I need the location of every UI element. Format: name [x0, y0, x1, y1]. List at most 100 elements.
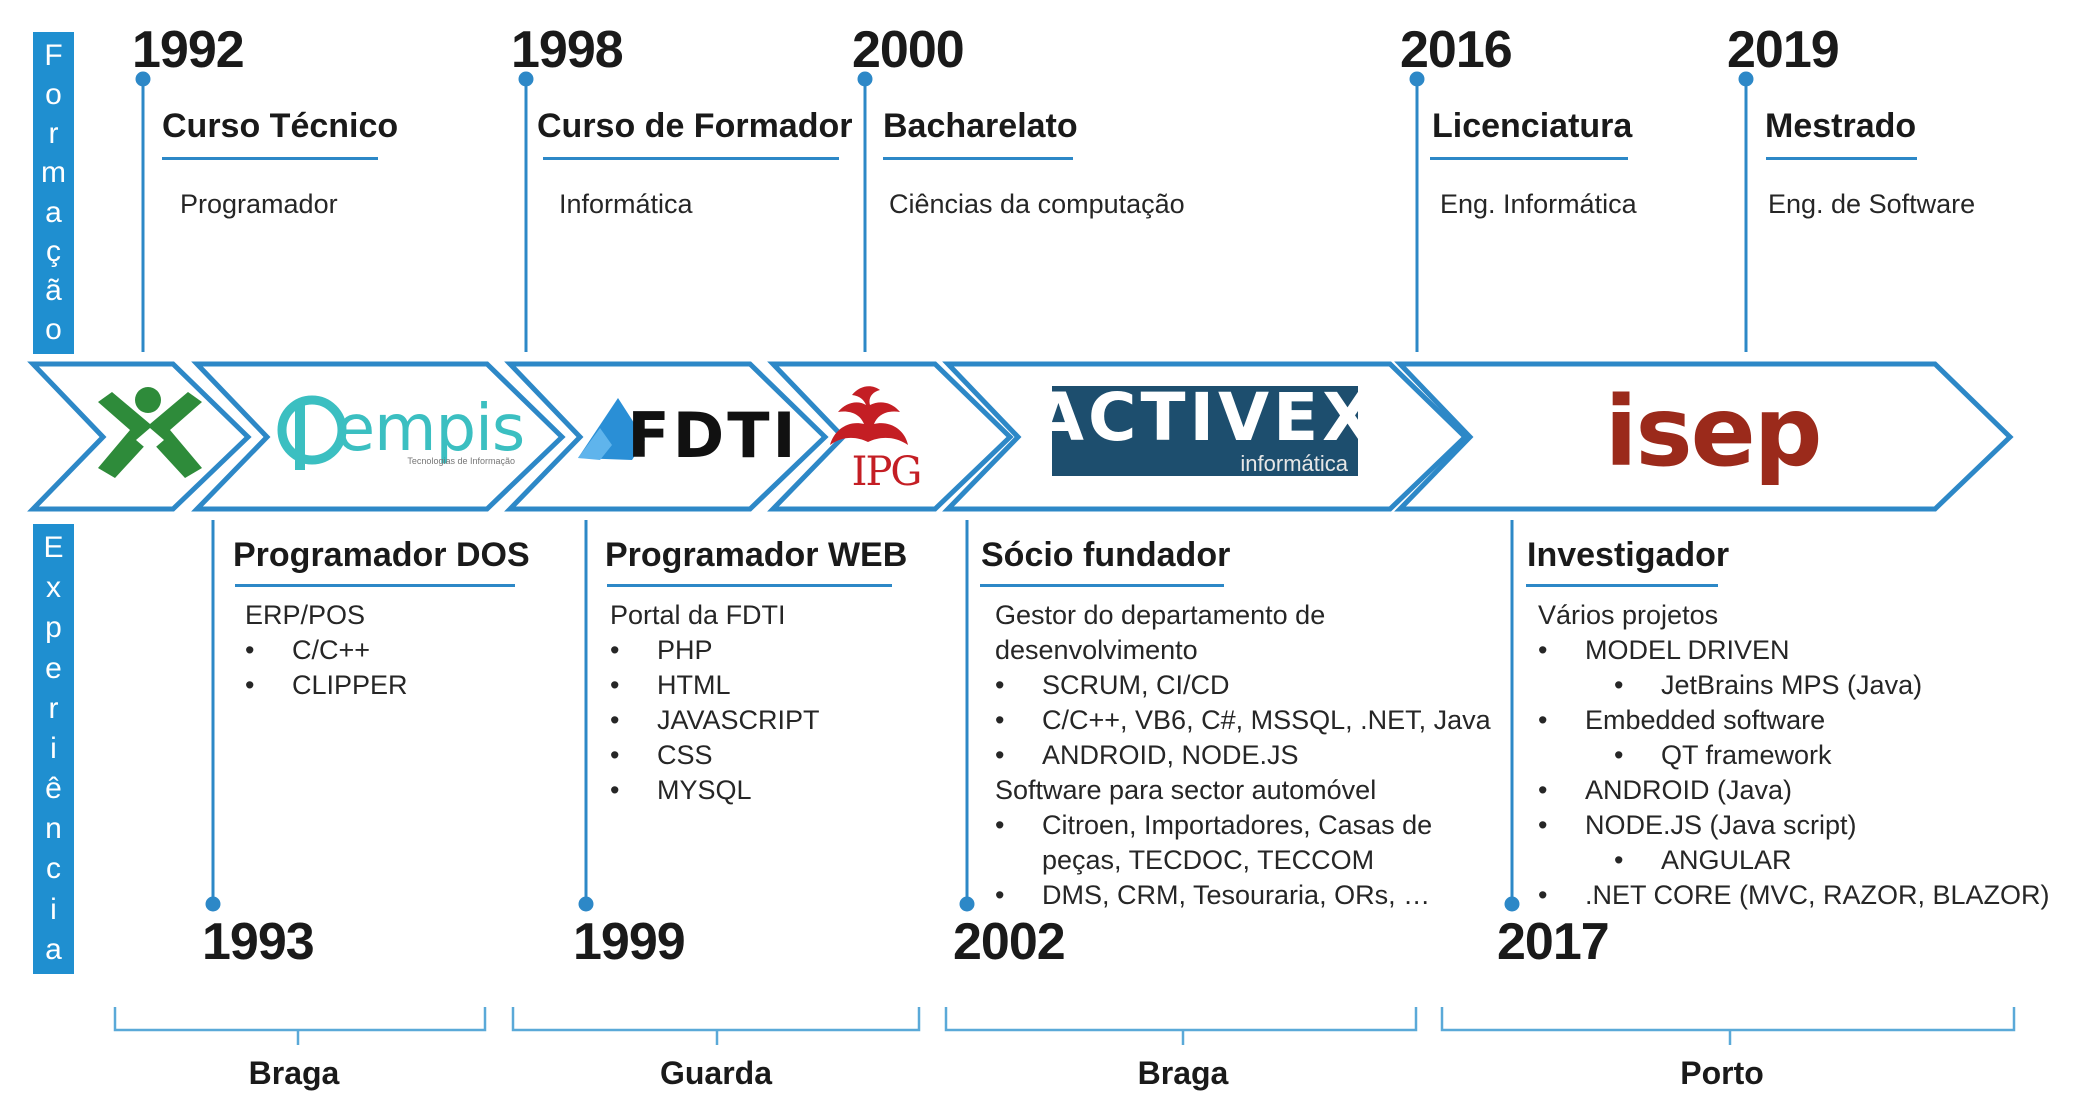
detail-line: desenvolvimento — [995, 633, 1491, 668]
education-subtitle: Informática — [559, 189, 693, 219]
location-label: Guarda — [659, 1055, 773, 1091]
detail-line: Portal da FDTI — [610, 598, 820, 633]
side-label-letter: r — [48, 691, 59, 725]
bullet-icon: • — [610, 705, 620, 735]
detail-text: Citroen, Importadores, Casas de — [1042, 810, 1433, 840]
detail-text: NODE.JS (Java script) — [1585, 810, 1857, 840]
side-label-letter: F — [44, 38, 63, 72]
connector-dot — [518, 71, 534, 87]
title-underline — [235, 584, 515, 587]
side-label-letter: e — [45, 651, 62, 685]
side-label-letter: m — [41, 156, 66, 190]
detail-text: Vários projetos — [1538, 600, 1719, 630]
title-underline — [980, 584, 1224, 587]
detail-line: • DMS, CRM, Tesouraria, ORs, … — [995, 878, 1491, 913]
education-year: 2016 — [1400, 21, 1513, 79]
connector-dot — [1738, 71, 1754, 87]
detail-line: • MODEL DRIVEN — [1538, 633, 2050, 668]
bullet-icon: • — [1614, 670, 1624, 700]
empis-logo-icon — [277, 395, 347, 470]
detail-line: Vários projetos — [1538, 598, 2050, 633]
experience-year: 1993 — [202, 913, 315, 971]
connector-dot — [959, 896, 975, 912]
education-title: Curso Técnico — [162, 107, 399, 145]
side-label-letter: c — [46, 852, 61, 886]
experience-details: Portal da FDTI • PHP • HTML • JAVASCRIPT • CSS • M… — [610, 598, 820, 808]
education-subtitle: Eng. Informática — [1440, 189, 1637, 219]
detail-text: MODEL DRIVEN — [1585, 635, 1790, 665]
bullet-icon: • — [610, 670, 620, 700]
detail-line: • HTML — [610, 668, 820, 703]
education-title: Bacharelato — [883, 107, 1078, 145]
bullet-icon: • — [1538, 880, 1548, 910]
bullet-icon: • — [1538, 775, 1548, 805]
ipg-logo-icon — [830, 386, 908, 445]
side-label-letter: ç — [46, 234, 61, 268]
education-title: Curso de Formador — [537, 107, 853, 145]
side-label-letter: o — [45, 313, 62, 347]
education-year: 1998 — [511, 21, 624, 79]
detail-line: Software para sector automóvel — [995, 773, 1491, 808]
detail-text: .NET CORE (MVC, RAZOR, BLAZOR) — [1585, 880, 2050, 910]
detail-text: ANDROID, NODE.JS — [1042, 740, 1299, 770]
connector-dot — [205, 896, 221, 912]
education-subtitle: Ciências da computação — [889, 189, 1185, 219]
education-title: Mestrado — [1765, 107, 1917, 145]
detail-text: C/C++, VB6, C#, MSSQL, .NET, Java — [1042, 705, 1491, 735]
detail-line: ERP/POS — [245, 598, 408, 633]
detail-line: • JAVASCRIPT — [610, 703, 820, 738]
detail-text: HTML — [657, 670, 731, 700]
isep-logo: isep — [1605, 372, 1823, 492]
bullet-icon: • — [995, 705, 1005, 735]
detail-text: QT framework — [1661, 740, 1832, 770]
bullet-icon: • — [610, 740, 620, 770]
bullet-icon: • — [1538, 635, 1548, 665]
education-year: 2019 — [1727, 21, 1840, 79]
connector-dot — [1409, 71, 1425, 87]
experience-year: 2017 — [1497, 913, 1610, 971]
fdti-logo: FDTI — [627, 399, 795, 472]
connector-dot — [578, 896, 594, 912]
activex-wordmark: ACTIVEX — [1032, 379, 1378, 456]
bracket-braga-1 — [113, 1007, 487, 1045]
experience-year: 2002 — [953, 913, 1066, 971]
location-label: Braga — [1137, 1055, 1229, 1091]
bullet-icon: • — [1614, 845, 1624, 875]
bullet-icon: • — [245, 635, 255, 665]
empis-wordmark: empis — [335, 392, 525, 466]
detail-text: SCRUM, CI/CD — [1042, 670, 1230, 700]
bullet-icon: • — [1614, 740, 1624, 770]
detail-line: • MYSQL — [610, 773, 820, 808]
side-label-letter: r — [48, 117, 59, 151]
detail-text: Portal da FDTI — [610, 600, 786, 630]
experience-year: 1999 — [573, 913, 686, 971]
detail-line: • C/C++, VB6, C#, MSSQL, .NET, Java — [995, 703, 1491, 738]
side-label-letter: x — [46, 571, 61, 605]
detail-line: • ANDROID (Java) — [1538, 773, 2050, 808]
side-label-letter: i — [50, 892, 57, 926]
title-underline — [543, 157, 839, 160]
detail-text: ANGULAR — [1661, 845, 1792, 875]
location-label: Porto — [1680, 1055, 1764, 1091]
bullet-icon: • — [610, 635, 620, 665]
detail-line: • JetBrains MPS (Java) — [1538, 668, 2050, 703]
connector-dot — [135, 71, 151, 87]
experience-title: Sócio fundador — [981, 536, 1231, 574]
education-subtitle: Eng. de Software — [1768, 189, 1976, 219]
detail-line: • CSS — [610, 738, 820, 773]
location-label: Braga — [248, 1055, 340, 1091]
detail-text: C/C++ — [292, 635, 371, 665]
fdti-logo-icon — [578, 398, 645, 460]
cap-logo-icon — [98, 387, 202, 478]
ipg-logo: IPG — [846, 449, 926, 495]
bracket-porto — [1440, 1007, 2016, 1045]
detail-text: MYSQL — [657, 775, 752, 805]
side-label-letter: ê — [45, 772, 62, 806]
bullet-icon: • — [610, 775, 620, 805]
experience-title: Investigador — [1527, 536, 1730, 574]
experience-connectors — [205, 520, 1520, 912]
detail-line: • QT framework — [1538, 738, 2050, 773]
